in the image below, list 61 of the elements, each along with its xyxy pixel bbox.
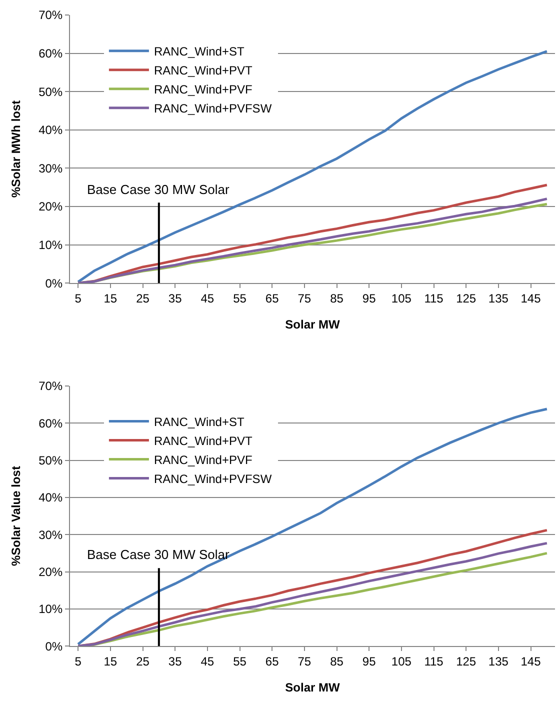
x-tick-label: 125 [456,291,476,306]
y-tick-label: 40% [38,123,63,138]
x-tick-label: 115 [424,291,444,306]
ref-line-label: Base Case 30 MW Solar [87,547,230,562]
x-tick-label: 105 [391,291,412,306]
x-tick-label: 15 [104,654,118,669]
legend-label: RANC_Wind+PVF [154,452,252,467]
y-tick-label: 0% [45,276,63,290]
x-tick-label: 65 [265,654,280,669]
x-tick-label: 5 [74,654,82,669]
y-tick-label: 20% [38,565,63,580]
x-tick-label: 125 [456,654,476,669]
legend-label: RANC_Wind+PVT [154,64,253,78]
x-tick-label: 95 [362,291,376,306]
x-tick-label: 5 [74,291,82,306]
y-tick-label: 70% [38,379,63,394]
legend-label: RANC_Wind+PVFSW [154,472,272,486]
x-tick-label: 145 [520,291,542,306]
x-tick-label: 145 [520,654,542,669]
line-series [76,408,548,646]
x-tick-label: 25 [136,654,150,669]
x-tick-label: 35 [168,291,182,306]
x-tick-label: 115 [424,654,444,669]
legend-label: RANC_Wind+PVF [154,82,252,97]
y-tick-label: 50% [38,453,63,468]
y-tick-label: 0% [45,639,63,654]
x-tick-label: 85 [330,654,344,669]
ref-line-label: Base Case 30 MW Solar [87,182,230,197]
y-axis-title: %Solar Value lost [8,466,23,566]
x-axis-title: Solar MW [285,680,341,694]
y-tick-label: 60% [38,416,63,430]
x-tick-label: 85 [330,291,344,306]
x-tick-label: 55 [233,654,247,669]
x-tick-label: 65 [265,291,280,306]
x-tick-label: 15 [104,291,118,306]
y-tick-label: 30% [38,528,63,542]
y-tick-label: 40% [38,490,63,505]
legend-label: RANC_Wind+PVT [154,434,253,448]
y-tick-label: 50% [38,84,63,99]
x-tick-label: 25 [136,291,150,306]
y-tick-label: 30% [38,161,63,176]
x-tick-label: 75 [298,291,312,306]
x-tick-label: 75 [298,654,312,669]
x-axis-title: Solar MW [285,317,341,332]
y-tick-label: 20% [38,200,63,214]
x-tick-label: 135 [488,654,509,669]
x-tick-label: 55 [233,291,247,306]
y-axis-title: %Solar MWh lost [8,100,23,198]
legend-label: RANC_Wind+ST [154,44,245,59]
legend-label: RANC_Wind+PVFSW [154,102,272,116]
y-tick-label: 10% [38,602,63,616]
x-tick-label: 35 [168,654,182,669]
x-tick-label: 45 [200,291,214,306]
y-tick-label: 70% [38,8,63,22]
x-tick-label: 45 [200,654,214,669]
legend-label: RANC_Wind+ST [154,414,245,429]
y-tick-label: 60% [38,46,63,60]
x-tick-label: 105 [391,654,412,669]
x-tick-label: 95 [362,654,376,669]
y-tick-label: 10% [38,238,63,252]
x-tick-label: 135 [488,291,509,306]
